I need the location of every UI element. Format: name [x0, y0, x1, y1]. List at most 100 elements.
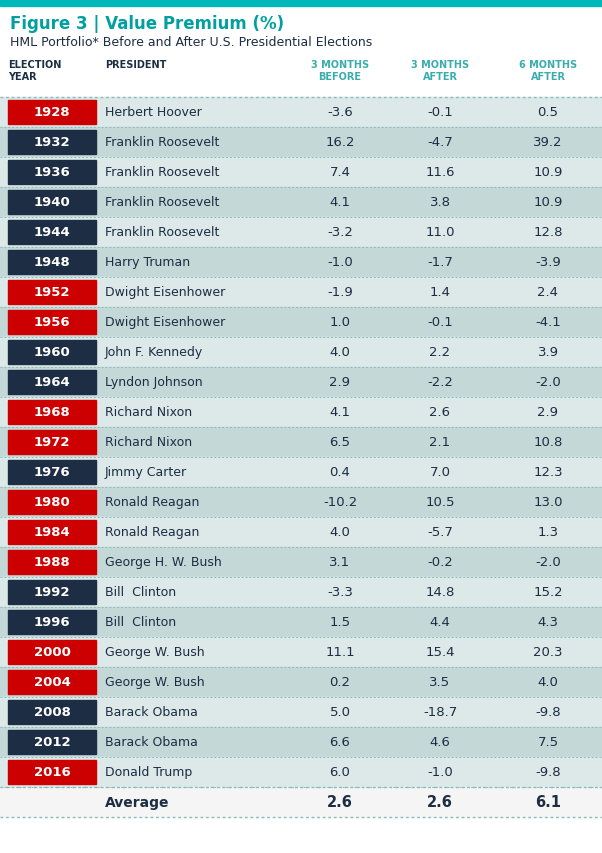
Text: 7.5: 7.5: [538, 735, 559, 749]
Text: 4.0: 4.0: [538, 676, 559, 688]
Bar: [8, 370, 96, 395]
Bar: [8, 700, 96, 724]
Bar: [8, 191, 96, 215]
Text: Richard Nixon: Richard Nixon: [105, 436, 192, 449]
Text: ELECTION: ELECTION: [8, 60, 61, 70]
Bar: [0, 158, 602, 188]
Bar: [0, 487, 602, 518]
Text: 7.4: 7.4: [329, 166, 350, 179]
Text: 13.0: 13.0: [533, 496, 563, 509]
Text: 2.6: 2.6: [327, 794, 353, 809]
Text: Figure 3 | Value Premium (%): Figure 3 | Value Premium (%): [10, 15, 284, 33]
Text: 1960: 1960: [34, 346, 70, 359]
Bar: [0, 607, 602, 637]
Text: -18.7: -18.7: [423, 705, 457, 719]
Text: 10.9: 10.9: [533, 196, 563, 209]
Bar: [8, 641, 96, 664]
Bar: [8, 730, 96, 754]
Text: 1956: 1956: [34, 316, 70, 329]
Bar: [8, 310, 96, 334]
Text: PRESIDENT: PRESIDENT: [105, 60, 166, 70]
Bar: [8, 550, 96, 574]
Text: Ronald Reagan: Ronald Reagan: [105, 526, 199, 539]
Text: 11.6: 11.6: [425, 166, 455, 179]
Text: 1964: 1964: [34, 376, 70, 389]
Bar: [0, 427, 602, 457]
Text: Franklin Roosevelt: Franklin Roosevelt: [105, 136, 219, 149]
Text: -9.8: -9.8: [535, 766, 561, 779]
Text: Dwight Eisenhower: Dwight Eisenhower: [105, 286, 225, 299]
Text: 2.6: 2.6: [429, 406, 450, 419]
Text: Ronald Reagan: Ronald Reagan: [105, 496, 199, 509]
Text: 2012: 2012: [34, 735, 70, 749]
Text: Lyndon Johnson: Lyndon Johnson: [105, 376, 203, 389]
Bar: [8, 580, 96, 604]
Text: 2.6: 2.6: [427, 794, 453, 809]
Bar: [0, 787, 602, 817]
Text: -4.1: -4.1: [535, 316, 561, 329]
Text: -0.2: -0.2: [427, 556, 453, 569]
Text: Dwight Eisenhower: Dwight Eisenhower: [105, 316, 225, 329]
Bar: [8, 281, 96, 305]
Text: -1.0: -1.0: [427, 766, 453, 779]
Text: 3 MONTHS: 3 MONTHS: [411, 60, 469, 70]
Bar: [0, 338, 602, 368]
Text: 11.1: 11.1: [325, 646, 355, 659]
Text: -3.3: -3.3: [327, 586, 353, 599]
Bar: [0, 548, 602, 577]
Text: Herbert Hoover: Herbert Hoover: [105, 107, 202, 119]
Text: 12.3: 12.3: [533, 466, 563, 479]
Text: 7.0: 7.0: [429, 466, 450, 479]
Bar: [0, 457, 602, 487]
Text: 1948: 1948: [34, 256, 70, 270]
Bar: [8, 431, 96, 455]
Text: AFTER: AFTER: [530, 72, 565, 82]
Text: 1984: 1984: [34, 526, 70, 539]
Text: Jimmy Carter: Jimmy Carter: [105, 466, 187, 479]
Text: -3.2: -3.2: [327, 226, 353, 239]
Text: Barack Obama: Barack Obama: [105, 735, 198, 749]
Text: 6.5: 6.5: [329, 436, 350, 449]
Text: 1952: 1952: [34, 286, 70, 299]
Text: 1.4: 1.4: [429, 286, 450, 299]
Bar: [0, 577, 602, 607]
Text: -0.1: -0.1: [427, 107, 453, 119]
Text: Franklin Roosevelt: Franklin Roosevelt: [105, 226, 219, 239]
Bar: [8, 490, 96, 514]
Text: 0.5: 0.5: [538, 107, 559, 119]
Bar: [0, 218, 602, 247]
Text: 3.1: 3.1: [329, 556, 350, 569]
Bar: [0, 757, 602, 787]
Text: YEAR: YEAR: [8, 72, 37, 82]
Text: Barack Obama: Barack Obama: [105, 705, 198, 719]
Text: 1932: 1932: [34, 136, 70, 149]
Text: 10.8: 10.8: [533, 436, 563, 449]
Bar: [8, 670, 96, 694]
Text: George W. Bush: George W. Bush: [105, 676, 205, 688]
Text: 2.9: 2.9: [329, 376, 350, 389]
Bar: [0, 667, 602, 697]
Text: 1988: 1988: [34, 556, 70, 569]
Text: Donald Trump: Donald Trump: [105, 766, 192, 779]
Bar: [8, 101, 96, 125]
Text: 2.2: 2.2: [429, 346, 450, 359]
Bar: [0, 278, 602, 308]
Bar: [8, 610, 96, 635]
Text: 1940: 1940: [34, 196, 70, 209]
Text: 1.0: 1.0: [329, 316, 350, 329]
Bar: [8, 161, 96, 185]
Text: 1996: 1996: [34, 616, 70, 629]
Text: John F. Kennedy: John F. Kennedy: [105, 346, 203, 359]
Bar: [0, 0, 602, 7]
Bar: [0, 697, 602, 727]
Bar: [0, 308, 602, 338]
Bar: [8, 131, 96, 154]
Bar: [0, 397, 602, 427]
Bar: [0, 727, 602, 757]
Text: 3.8: 3.8: [429, 196, 450, 209]
Text: Franklin Roosevelt: Franklin Roosevelt: [105, 196, 219, 209]
Text: 4.0: 4.0: [329, 526, 350, 539]
Bar: [8, 221, 96, 245]
Text: -10.2: -10.2: [323, 496, 357, 509]
Text: -1.9: -1.9: [327, 286, 353, 299]
